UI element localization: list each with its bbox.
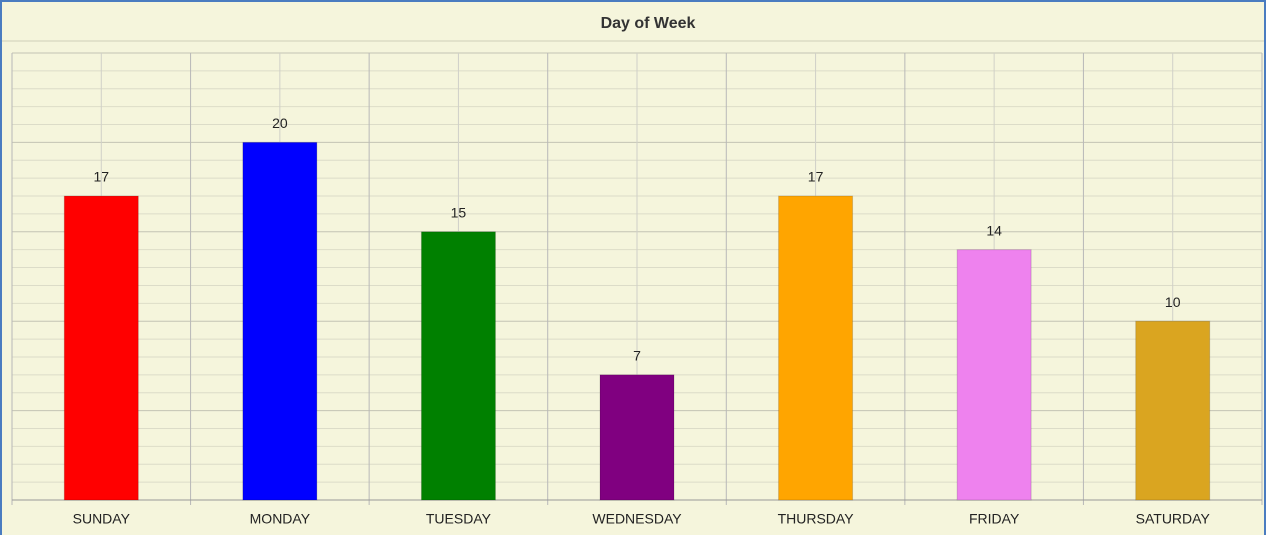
chart-title: Day of Week <box>601 15 696 32</box>
data-label: 14 <box>986 222 1002 238</box>
data-label: 17 <box>808 169 824 185</box>
x-tick-label: THURSDAY <box>778 511 855 527</box>
data-label: 20 <box>272 115 288 131</box>
data-label: 17 <box>93 169 109 185</box>
data-label: 7 <box>633 348 641 364</box>
x-tick-label: FRIDAY <box>969 511 1020 527</box>
bar <box>599 374 675 501</box>
bar <box>63 195 139 501</box>
bar <box>1135 320 1211 501</box>
data-label: 15 <box>451 205 467 221</box>
x-tick-label: SATURDAY <box>1136 511 1211 527</box>
x-tick-label: WEDNESDAY <box>592 511 682 527</box>
x-tick-label: TUESDAY <box>426 511 492 527</box>
data-label: 10 <box>1165 294 1181 310</box>
bar <box>420 231 496 501</box>
bar <box>242 141 318 501</box>
bar <box>778 195 854 501</box>
bar <box>956 249 1032 501</box>
x-tick-label: SUNDAY <box>73 511 131 527</box>
x-tick-label: MONDAY <box>250 511 311 527</box>
